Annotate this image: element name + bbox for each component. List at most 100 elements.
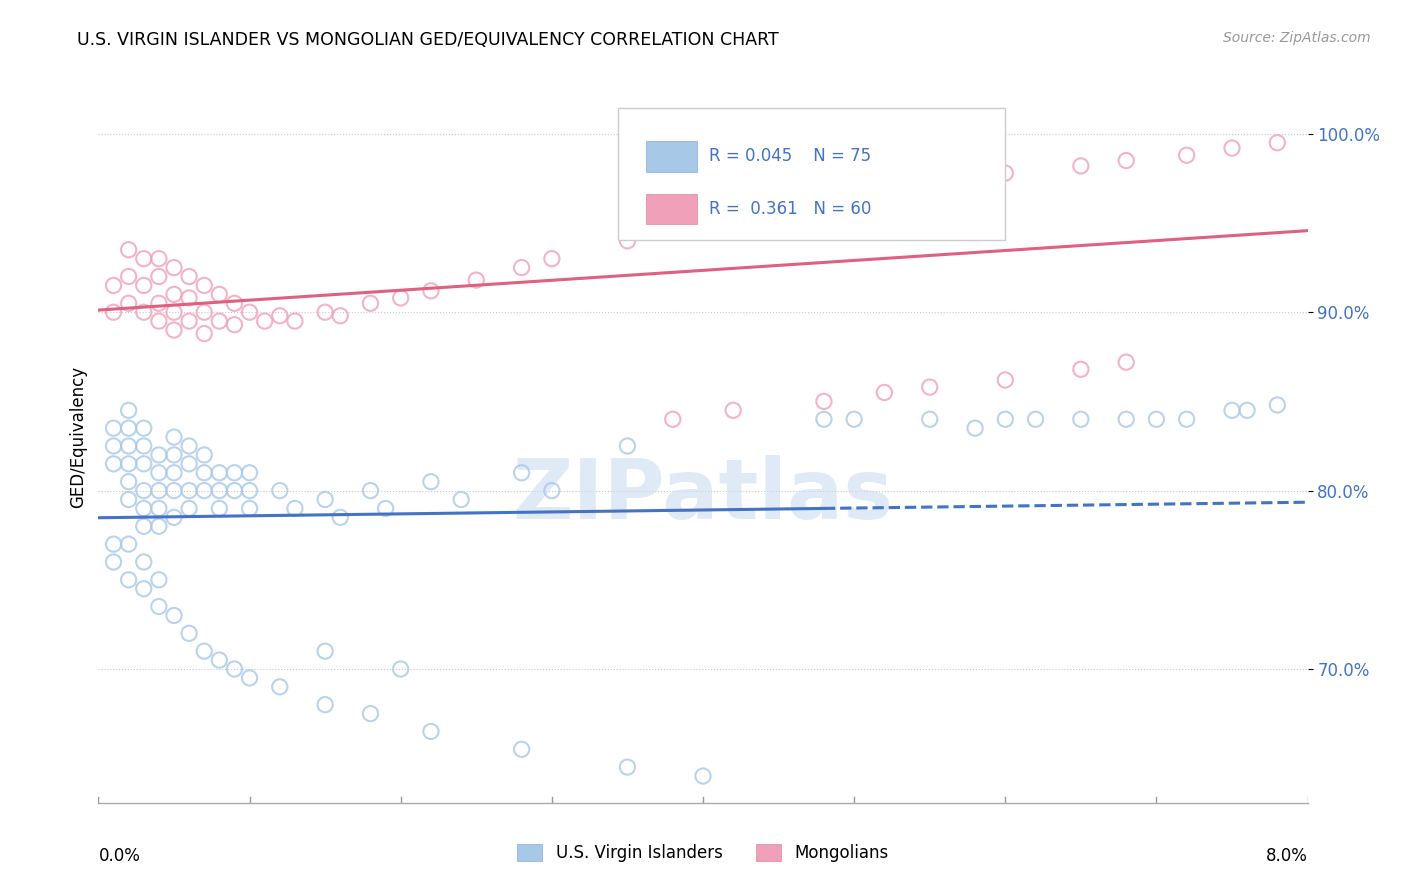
Point — [420, 475, 443, 489]
Point — [103, 457, 125, 471]
Point — [314, 644, 336, 658]
Point — [208, 287, 231, 301]
Point — [118, 269, 141, 284]
Point — [253, 314, 276, 328]
Point — [148, 296, 170, 310]
Point — [873, 385, 896, 400]
Legend: U.S. Virgin Islanders, Mongolians: U.S. Virgin Islanders, Mongolians — [510, 837, 896, 869]
Point — [118, 243, 141, 257]
Point — [208, 653, 231, 667]
Point — [360, 706, 382, 721]
Point — [661, 412, 683, 426]
Point — [179, 291, 201, 305]
Text: Source: ZipAtlas.com: Source: ZipAtlas.com — [1223, 31, 1371, 45]
Point — [768, 198, 790, 212]
FancyBboxPatch shape — [647, 141, 697, 171]
Point — [132, 305, 155, 319]
Point — [148, 466, 170, 480]
Point — [239, 466, 262, 480]
Point — [193, 466, 215, 480]
Point — [132, 501, 155, 516]
Point — [163, 483, 186, 498]
Point — [420, 284, 443, 298]
Point — [163, 466, 186, 480]
Point — [813, 189, 835, 203]
Point — [132, 439, 155, 453]
Point — [284, 501, 307, 516]
Point — [118, 537, 141, 551]
Point — [616, 439, 638, 453]
Point — [132, 555, 155, 569]
Point — [148, 519, 170, 533]
Point — [148, 501, 170, 516]
Point — [193, 278, 215, 293]
Point — [103, 305, 125, 319]
Point — [163, 448, 186, 462]
Point — [208, 466, 231, 480]
Point — [208, 501, 231, 516]
Point — [1115, 153, 1137, 168]
Point — [163, 305, 186, 319]
Point — [616, 234, 638, 248]
Point — [208, 483, 231, 498]
Point — [918, 177, 941, 191]
Point — [148, 483, 170, 498]
Point — [540, 252, 562, 266]
Point — [224, 318, 246, 332]
Point — [465, 273, 488, 287]
Point — [179, 626, 201, 640]
Point — [132, 457, 155, 471]
Point — [1267, 136, 1289, 150]
Point — [132, 278, 155, 293]
Point — [994, 373, 1017, 387]
FancyBboxPatch shape — [619, 108, 1005, 240]
Point — [239, 501, 262, 516]
Point — [269, 483, 291, 498]
Point — [132, 483, 155, 498]
Point — [118, 492, 141, 507]
Point — [163, 510, 186, 524]
Point — [239, 671, 262, 685]
Point — [269, 309, 291, 323]
Point — [118, 573, 141, 587]
Point — [360, 483, 382, 498]
Point — [510, 260, 533, 275]
Point — [510, 466, 533, 480]
Point — [163, 608, 186, 623]
Point — [723, 403, 745, 417]
Point — [103, 278, 125, 293]
Point — [269, 680, 291, 694]
Point — [994, 166, 1017, 180]
Point — [1267, 398, 1289, 412]
Point — [329, 309, 352, 323]
Point — [118, 439, 141, 453]
Text: ZIPatlas: ZIPatlas — [513, 455, 893, 536]
Point — [163, 260, 186, 275]
Point — [450, 492, 472, 507]
Text: R =  0.361   N = 60: R = 0.361 N = 60 — [709, 200, 872, 218]
Point — [813, 394, 835, 409]
Point — [510, 742, 533, 756]
Point — [148, 252, 170, 266]
Point — [284, 314, 307, 328]
Point — [118, 421, 141, 435]
Point — [1070, 362, 1092, 376]
Point — [1025, 412, 1047, 426]
Point — [239, 483, 262, 498]
Y-axis label: GED/Equivalency: GED/Equivalency — [69, 366, 87, 508]
Point — [1236, 403, 1258, 417]
Point — [918, 412, 941, 426]
Point — [661, 225, 683, 239]
Point — [193, 305, 215, 319]
Point — [1146, 412, 1168, 426]
Point — [1175, 412, 1198, 426]
Point — [132, 421, 155, 435]
Point — [224, 662, 246, 676]
Point — [148, 599, 170, 614]
Point — [616, 760, 638, 774]
Point — [163, 430, 186, 444]
Point — [179, 483, 201, 498]
Point — [163, 323, 186, 337]
Point — [118, 296, 141, 310]
Point — [239, 305, 262, 319]
